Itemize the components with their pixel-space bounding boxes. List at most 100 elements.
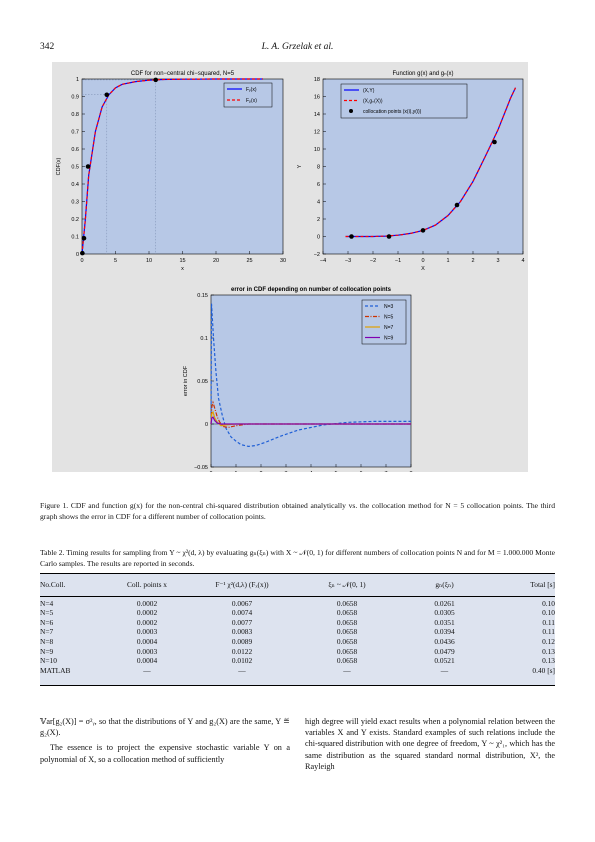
table-row: N=5 0.0002 0.0074 0.0658 0.0305 0.10 bbox=[40, 608, 555, 618]
x-tick-label: 5 bbox=[114, 258, 117, 264]
x-tick-label: 15 bbox=[179, 258, 185, 264]
x-tick-label: −1 bbox=[395, 258, 401, 264]
running-head: L. A. Grzelak et al. bbox=[261, 42, 334, 52]
x-tick-label: 8 bbox=[409, 471, 412, 472]
y-axis-label: error in CDF bbox=[183, 365, 189, 396]
timing-table-box: No.Coll. Coll. points x F⁻¹ χ²(d,λ) (Fₓ(… bbox=[40, 573, 555, 686]
x-tick-label: 3 bbox=[284, 471, 287, 472]
table-cell: N=8 bbox=[40, 637, 54, 647]
body-paragraph: 𝕍ar[g₂(X)] = σ²ᵧ, so that the distributi… bbox=[40, 717, 290, 738]
collocation-point bbox=[454, 202, 460, 208]
page-number: 342 bbox=[40, 42, 55, 52]
y-tick-label: 0 bbox=[76, 252, 79, 258]
body-paragraph: high degree will yield exact results whe… bbox=[305, 717, 555, 771]
col-header: gₙ(ξₙ) bbox=[435, 580, 454, 590]
x-axis-label: x bbox=[181, 266, 184, 272]
y-tick-label: 14 bbox=[314, 112, 320, 118]
table-row: N=10 0.0004 0.0102 0.0658 0.0521 0.13 bbox=[40, 656, 555, 666]
body-left-column: 𝕍ar[g₂(X)] = σ²ᵧ, so that the distributi… bbox=[40, 716, 290, 765]
table-cell: — bbox=[343, 665, 351, 675]
legend-box bbox=[223, 82, 273, 108]
table-cell: MATLAB bbox=[40, 665, 71, 675]
table-cell: 0.0083 bbox=[231, 627, 253, 637]
table-caption-text: Timing results for sampling from Y ~ χ²(… bbox=[40, 548, 555, 568]
table-label: Table 2. bbox=[40, 548, 65, 557]
x-tick-label: 6 bbox=[359, 471, 362, 472]
chart-title: CDF for non−central chi−squared, N=5 bbox=[131, 71, 235, 77]
y-tick-label: 0.6 bbox=[71, 147, 79, 153]
chart-cdf: 0 5 10 15 20 25 30 0 0.1 0.2 0.3 0.4 0.5 0.6 0.7 0.8 0.9… bbox=[56, 71, 286, 272]
table-cell: 0.0479 bbox=[434, 646, 455, 656]
y-tick-label: 1 bbox=[76, 77, 79, 83]
table-cell: 0.0305 bbox=[434, 608, 455, 618]
x-tick-label: 7 bbox=[384, 471, 387, 472]
legend-box bbox=[340, 83, 468, 119]
col-header: Total [s] bbox=[530, 580, 555, 590]
y-tick-label: 4 bbox=[317, 200, 320, 206]
table-row: N=8 0.0004 0.0089 0.0658 0.0436 0.12 bbox=[40, 637, 555, 647]
x-tick-label: 2 bbox=[471, 258, 474, 264]
table-cell: 0.0122 bbox=[231, 646, 253, 656]
table-cell: 0.13 bbox=[542, 656, 555, 666]
table-cell: 0.12 bbox=[542, 637, 555, 647]
table-header-row: No.Coll. Coll. points x F⁻¹ χ²(d,λ) (Fₓ(… bbox=[40, 574, 555, 596]
y-tick-label: 12 bbox=[314, 130, 320, 136]
y-tick-label: −0.05 bbox=[194, 465, 208, 471]
table-cell: N=5 bbox=[40, 608, 54, 618]
table-cell: — bbox=[440, 665, 449, 675]
table-cell: 0.0003 bbox=[136, 627, 158, 637]
series-line bbox=[345, 87, 517, 238]
y-tick-label: 0.9 bbox=[71, 95, 79, 101]
y-tick-label: 0.4 bbox=[71, 182, 79, 188]
table-cell: 0.0394 bbox=[434, 627, 455, 637]
table-body: N=4 0.0002 0.0067 0.0658 0.0261 0.10 N=5 0.0002… bbox=[40, 596, 555, 675]
figure-1: 0 5 10 15 20 25 3000.10.20.30.40.50.60.70.80.9… bbox=[52, 62, 528, 472]
body-right-column: high degree will yield exact results whe… bbox=[305, 716, 555, 772]
table-cell: 0.0658 bbox=[336, 646, 358, 656]
table-cell: N=6 bbox=[40, 617, 54, 627]
collocation-point bbox=[349, 234, 354, 239]
table-cell: 0.0658 bbox=[336, 637, 358, 647]
x-tick-label: −2 bbox=[370, 258, 376, 264]
table-row: N=9 0.0003 0.0122 0.0658 0.0479 0.13 bbox=[40, 646, 555, 656]
y-tick-label: 0 bbox=[317, 235, 320, 241]
timing-table: No.Coll. Coll. points x F⁻¹ χ²(d,λ) (Fₓ(… bbox=[40, 574, 555, 675]
table-cell: 0.0658 bbox=[336, 617, 358, 627]
legend-label: collocation points (x(i),y(i)) bbox=[363, 109, 422, 115]
table-cell: 0.0077 bbox=[231, 617, 253, 627]
x-tick-label: 30 bbox=[280, 258, 286, 264]
x-tick-label: 10 bbox=[146, 258, 152, 264]
table-row: MATLAB — — — — 0.40 [s] bbox=[40, 666, 555, 676]
body-paragraph: The essence is to project the expensive … bbox=[40, 743, 290, 764]
figure-label: Figure 1. bbox=[40, 501, 69, 510]
legend-label: N=9 bbox=[384, 336, 394, 342]
x-tick-label: 1 bbox=[446, 258, 449, 264]
y-tick-label: 0.7 bbox=[71, 130, 79, 136]
table-cell: 0.0004 bbox=[136, 637, 158, 647]
col-header: F⁻¹ χ²(d,λ) (Fₓ(x)) bbox=[215, 580, 269, 590]
table-cell: 0.0003 bbox=[136, 646, 158, 656]
y-tick-label: 2 bbox=[317, 217, 320, 223]
table-row: N=4 0.0002 0.0067 0.0658 0.0261 0.10 bbox=[40, 596, 555, 608]
x-tick-label: 20 bbox=[213, 258, 219, 264]
plot-area bbox=[81, 78, 284, 255]
y-tick-label: 0.15 bbox=[197, 293, 208, 299]
x-tick-label: 1 bbox=[234, 471, 237, 472]
y-tick-label: 16 bbox=[314, 95, 320, 101]
table-cell: 0.10 bbox=[542, 599, 555, 608]
table-caption: Table 2. Timing results for sampling fro… bbox=[40, 548, 555, 569]
col-header: ξₙ ~ 𝒩(0, 1) bbox=[328, 579, 366, 589]
y-tick-label: 0.05 bbox=[197, 379, 208, 385]
legend-label: Fₙ̱(x) bbox=[246, 98, 257, 104]
y-tick-label: 0.2 bbox=[71, 217, 79, 223]
y-tick-label: 0 bbox=[205, 422, 208, 428]
x-tick-label: 0 bbox=[209, 471, 212, 472]
table-cell: 0.13 bbox=[542, 646, 555, 656]
col-header: Coll. points x bbox=[126, 580, 168, 590]
table-cell: 0.0658 bbox=[336, 599, 358, 608]
y-tick-label: 10 bbox=[314, 147, 320, 153]
table-cell: 0.0658 bbox=[336, 627, 358, 637]
x-axis-label: X bbox=[421, 266, 425, 272]
table-cell: — bbox=[143, 665, 151, 675]
